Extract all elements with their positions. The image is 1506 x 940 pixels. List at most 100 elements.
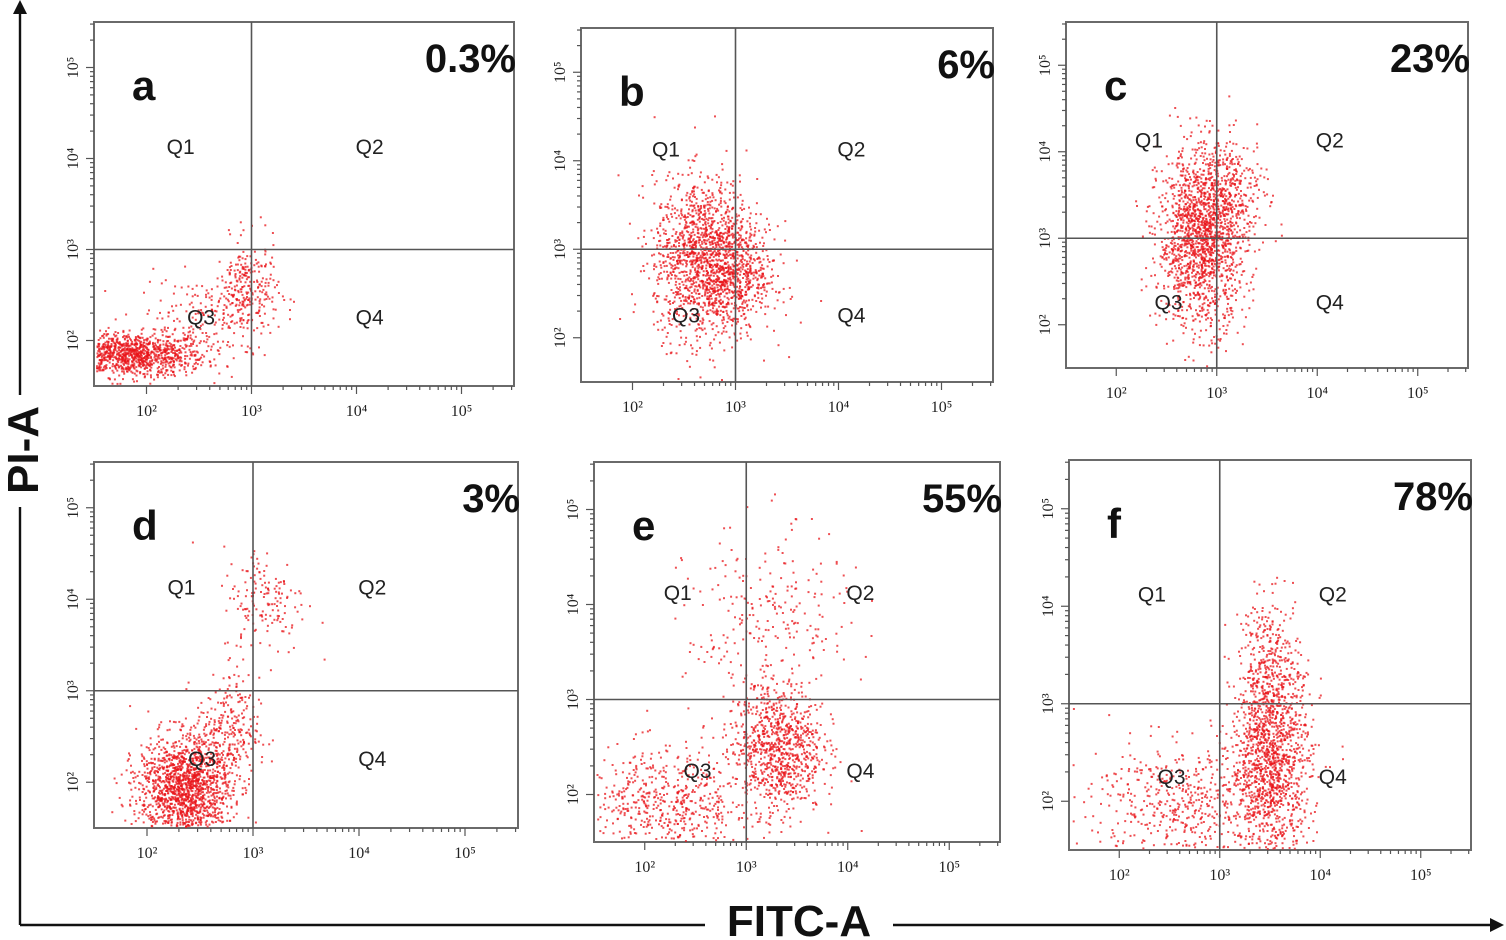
point-a-1-79 bbox=[229, 315, 232, 318]
point-b-0-17 bbox=[699, 208, 702, 211]
point-b-1-158 bbox=[744, 301, 747, 304]
point-b-0-1193 bbox=[680, 199, 683, 202]
point-b-0-813 bbox=[651, 174, 654, 176]
point-a-2-135 bbox=[216, 285, 219, 288]
point-a-2-32 bbox=[225, 286, 228, 289]
point-a-1-183 bbox=[205, 289, 208, 292]
point-b-0-1450 bbox=[739, 193, 742, 196]
point-b-0-1014 bbox=[667, 253, 670, 256]
point-b-0-96 bbox=[642, 265, 645, 267]
point-c-0-499 bbox=[1205, 296, 1208, 299]
point-c-0-1010 bbox=[1187, 211, 1190, 214]
point-c-0-496 bbox=[1175, 202, 1178, 205]
point-c-0-1590 bbox=[1181, 259, 1184, 262]
point-b-1-198 bbox=[712, 268, 715, 271]
point-b-0-965 bbox=[676, 209, 679, 212]
point-a-0-61 bbox=[162, 340, 165, 343]
point-a-0-948 bbox=[107, 377, 110, 380]
point-c-0-458 bbox=[1188, 163, 1191, 166]
point-a-0-309 bbox=[149, 374, 152, 377]
point-c-0-1181 bbox=[1141, 235, 1144, 238]
point-a-2-64 bbox=[192, 328, 195, 331]
point-c-0-1490 bbox=[1219, 164, 1222, 167]
point-a-0-1008 bbox=[145, 355, 148, 358]
point-c-0-915 bbox=[1209, 273, 1212, 276]
point-c-0-384 bbox=[1153, 186, 1156, 189]
point-c-0-1096 bbox=[1230, 161, 1233, 164]
point-c-0-948 bbox=[1205, 236, 1208, 239]
point-a-2-23 bbox=[231, 302, 234, 305]
point-c-0-835 bbox=[1214, 296, 1216, 298]
point-b-0-626 bbox=[744, 269, 747, 272]
point-a-2-61 bbox=[217, 301, 220, 304]
point-a-1-201 bbox=[253, 264, 256, 267]
point-a-0-1060 bbox=[102, 336, 105, 339]
point-a-1-232 bbox=[234, 273, 237, 275]
point-c-0-780 bbox=[1245, 282, 1248, 285]
point-c-1-47 bbox=[1232, 124, 1235, 126]
point-b-0-1150 bbox=[708, 283, 711, 286]
point-a-0-811 bbox=[141, 351, 144, 354]
point-b-0-56 bbox=[704, 288, 707, 291]
point-b-1-283 bbox=[763, 289, 766, 292]
point-c-0-1220 bbox=[1195, 217, 1197, 220]
point-a-0-133 bbox=[143, 348, 145, 351]
point-c-0-1260 bbox=[1217, 249, 1219, 252]
point-b-0-285 bbox=[727, 303, 730, 306]
point-b-0-998 bbox=[722, 242, 725, 245]
point-a-0-351 bbox=[109, 350, 112, 353]
point-a-0-380 bbox=[122, 331, 125, 334]
point-a-2-139 bbox=[191, 295, 194, 298]
point-a-0-1018 bbox=[176, 355, 179, 358]
point-c-0-1083 bbox=[1153, 243, 1156, 246]
point-b-0-3 bbox=[666, 332, 669, 334]
point-a-0-515 bbox=[121, 367, 124, 369]
point-c-1-39 bbox=[1208, 153, 1211, 156]
point-b-0-1032 bbox=[718, 233, 721, 236]
point-b-1-11 bbox=[760, 293, 763, 295]
point-c-0-861 bbox=[1231, 316, 1234, 319]
point-b-0-475 bbox=[681, 307, 684, 309]
point-b-0-800 bbox=[669, 252, 672, 254]
point-a-0-712 bbox=[210, 345, 213, 348]
point-c-0-149 bbox=[1217, 244, 1220, 247]
point-b-0-283 bbox=[718, 255, 720, 258]
point-b-0-1118 bbox=[770, 281, 773, 284]
point-c-0-353 bbox=[1200, 191, 1203, 193]
point-c-0-1447 bbox=[1199, 235, 1202, 238]
point-b-0-1284 bbox=[722, 219, 725, 222]
point-b-0-205 bbox=[692, 302, 695, 305]
point-a-1-213 bbox=[238, 299, 240, 302]
point-c-0-1348 bbox=[1204, 222, 1206, 225]
point-b-0-1364 bbox=[694, 155, 697, 158]
point-b-1-75 bbox=[723, 263, 726, 265]
point-c-0-899 bbox=[1209, 207, 1212, 210]
point-b-0-869 bbox=[696, 272, 699, 275]
point-b-0-1457 bbox=[716, 233, 719, 236]
point-a-0-217 bbox=[159, 362, 162, 365]
point-c-0-872 bbox=[1183, 238, 1186, 241]
point-c-0-832 bbox=[1209, 232, 1211, 235]
point-a-2-1 bbox=[210, 304, 213, 307]
point-b-0-1280 bbox=[674, 240, 677, 243]
point-a-2-147 bbox=[194, 312, 197, 315]
point-c-0-1446 bbox=[1180, 284, 1183, 287]
point-c-0-1360 bbox=[1192, 249, 1195, 252]
point-c-0-1282 bbox=[1152, 212, 1155, 215]
point-a-0-833 bbox=[139, 343, 142, 346]
point-c-0-776 bbox=[1207, 287, 1210, 290]
point-c-0-1585 bbox=[1218, 164, 1220, 167]
point-a-1-115 bbox=[260, 285, 263, 288]
point-b-0-570 bbox=[682, 303, 685, 306]
point-b-0-78 bbox=[701, 295, 704, 297]
point-a-1-33 bbox=[258, 300, 261, 303]
point-c-0-1082 bbox=[1176, 115, 1179, 118]
point-a-1-228 bbox=[242, 266, 245, 269]
point-a-2-150 bbox=[173, 319, 175, 322]
point-a-0-962 bbox=[110, 344, 113, 347]
point-a-1-178 bbox=[216, 277, 219, 280]
point-a-1-37 bbox=[277, 292, 280, 294]
point-a-0-681 bbox=[140, 360, 143, 363]
point-c-0-663 bbox=[1189, 294, 1192, 297]
point-b-0-470 bbox=[689, 286, 692, 289]
